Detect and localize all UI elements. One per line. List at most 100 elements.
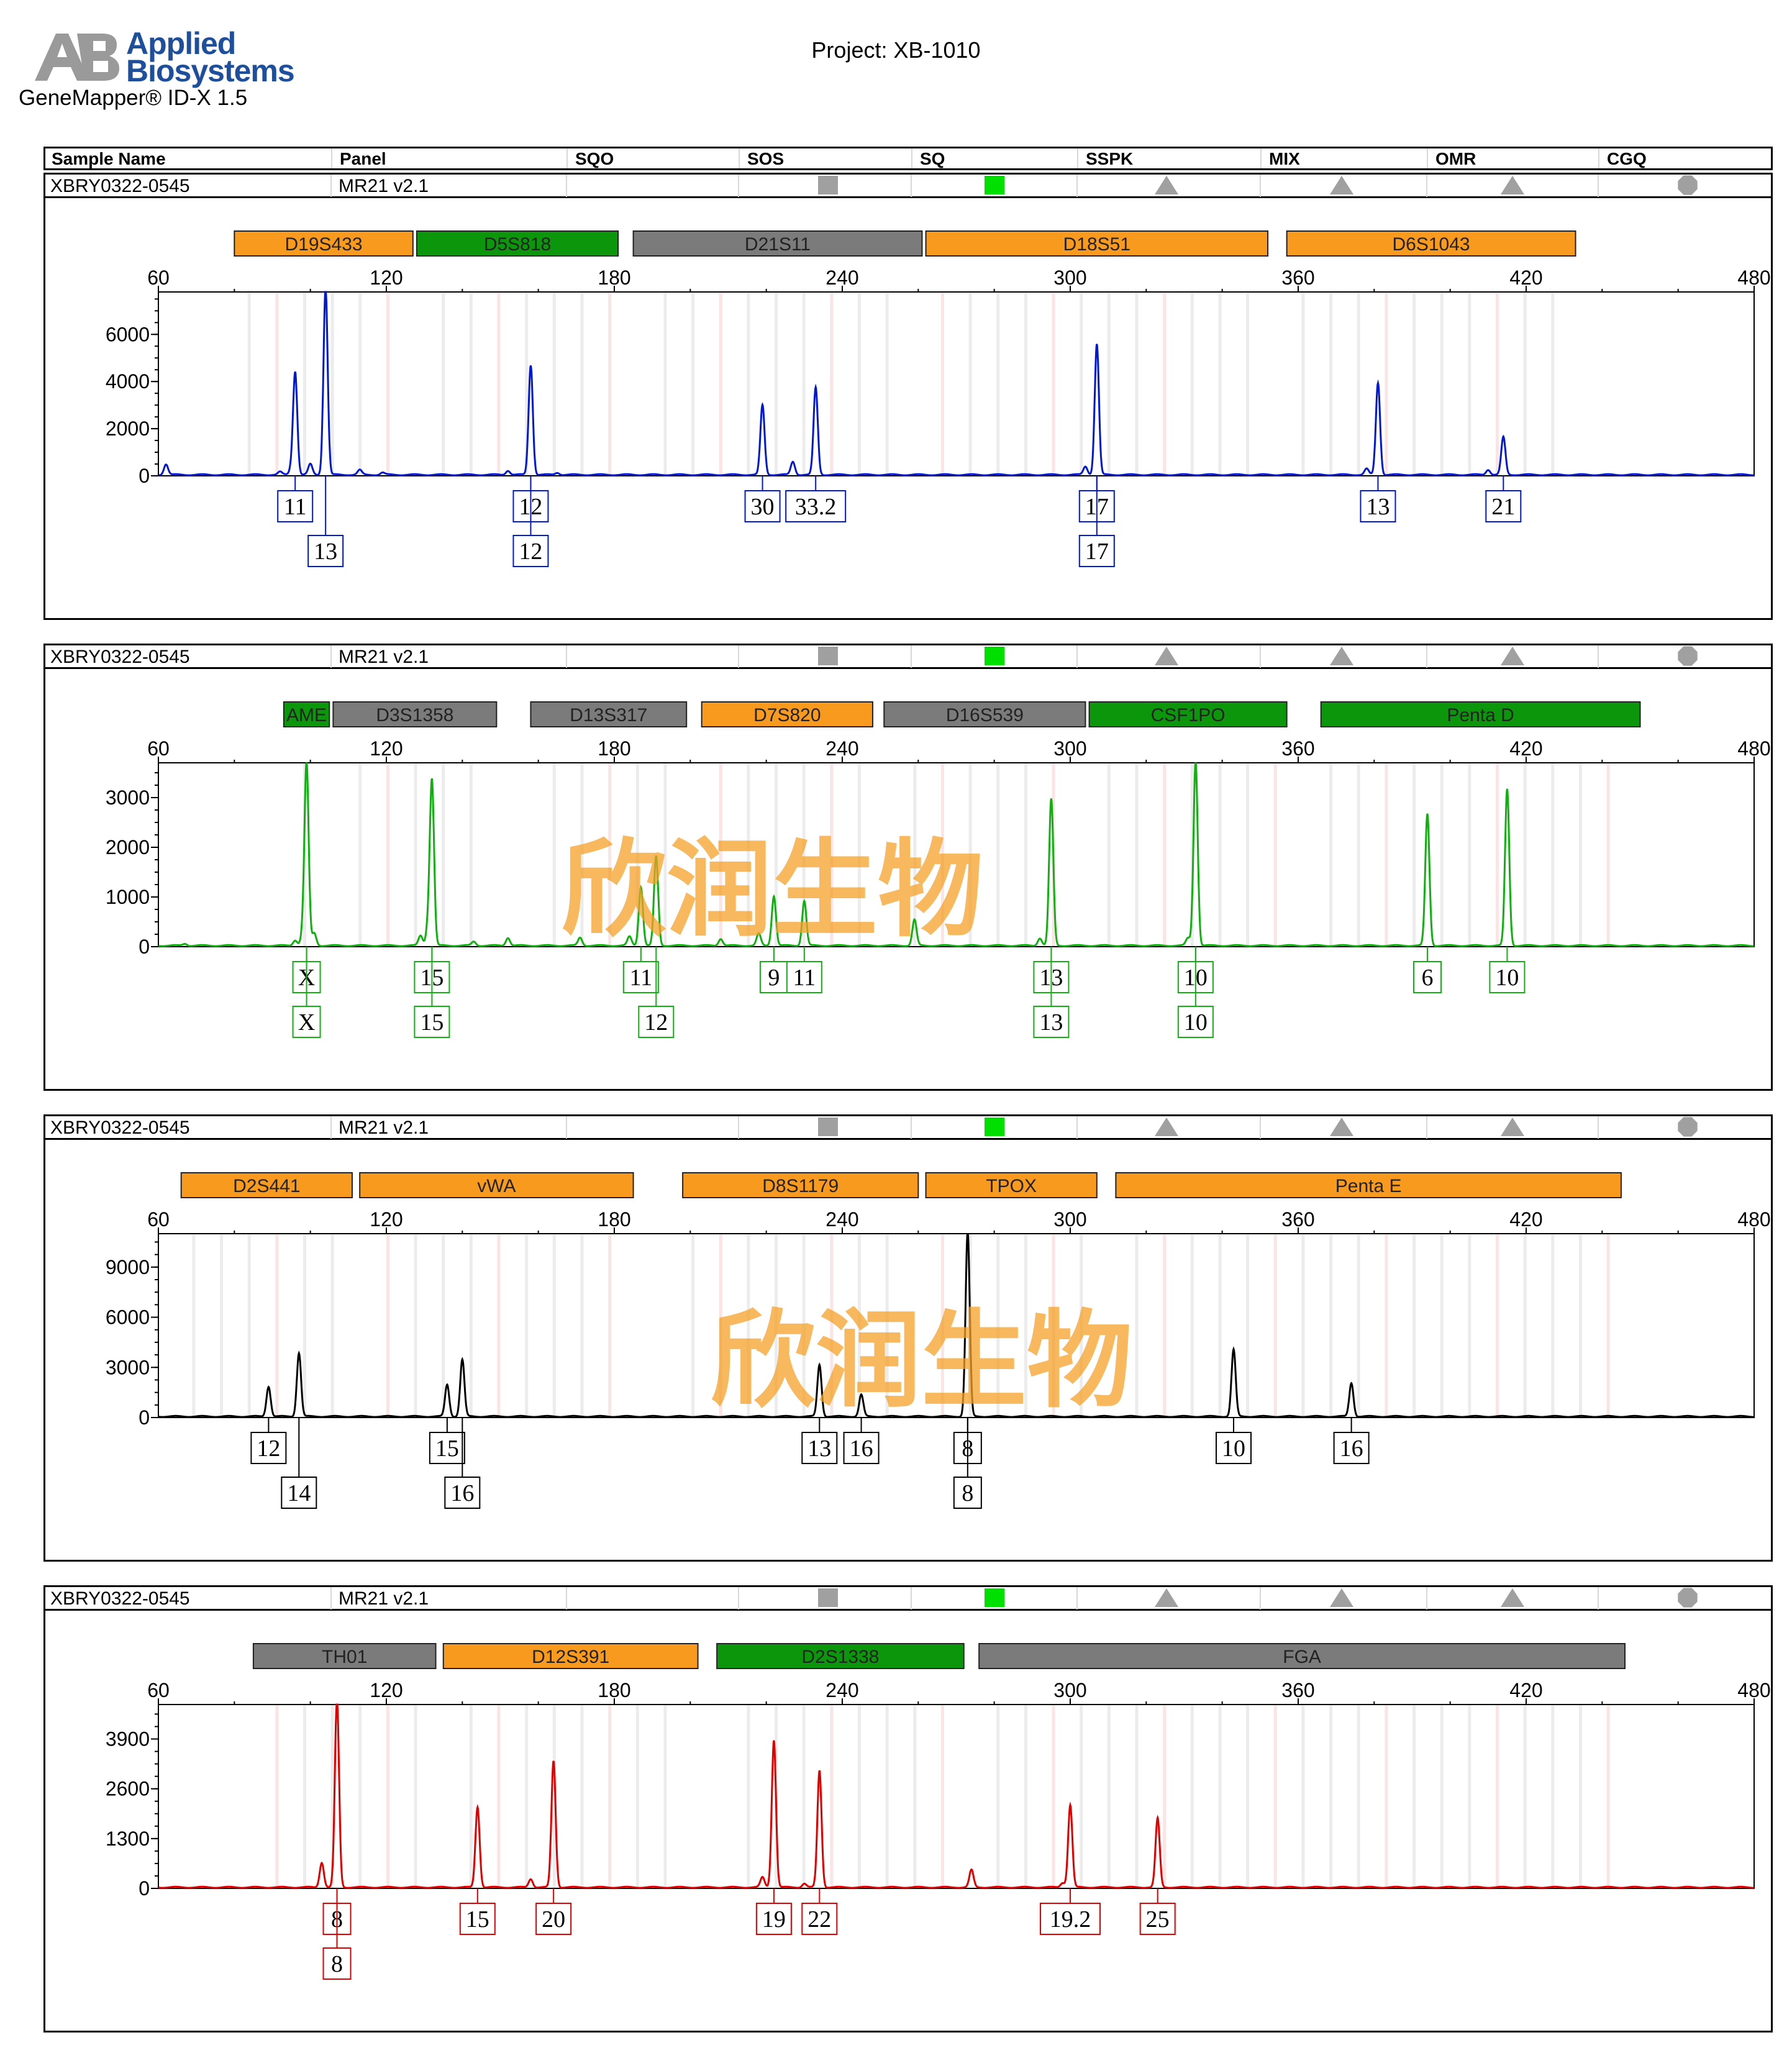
- octagon-icon: [1678, 175, 1698, 195]
- allele-box: [444, 1477, 481, 1509]
- triangle-icon: [1501, 176, 1524, 194]
- allele-label: 12: [644, 1009, 668, 1036]
- octagon-icon: [1678, 1588, 1698, 1608]
- dye-panel-blue: XBRY0322-0545 MR21 v2.1 D19S433 D5S818 D21…: [43, 173, 1773, 620]
- marker-bar: [1115, 1172, 1622, 1198]
- x-tick-label: 300: [1053, 737, 1086, 760]
- allele-label: 13: [1366, 494, 1389, 520]
- allele-box: [622, 961, 659, 993]
- column-divider: [331, 148, 332, 168]
- marker-bar: [234, 230, 414, 257]
- triangle-icon: [1330, 1588, 1353, 1607]
- marker-label: D18S51: [1063, 234, 1130, 255]
- trace-line: [158, 1703, 1754, 1889]
- y-tick-label: 9000: [106, 1256, 150, 1278]
- marker-bar: [978, 1643, 1626, 1669]
- x-tick-label: 360: [1281, 737, 1314, 760]
- x-tick-label: 240: [826, 1679, 858, 1701]
- allele-box: [1078, 535, 1115, 567]
- x-tick-label: 240: [826, 737, 858, 760]
- marker-label: D2S1338: [801, 1647, 879, 1667]
- x-tick-label: 120: [370, 1208, 403, 1231]
- green-square-icon: [985, 647, 1004, 665]
- x-tick-label: 480: [1737, 737, 1770, 760]
- trace-line: [158, 1233, 1754, 1418]
- allele-label: 9: [768, 965, 780, 991]
- allele-box: [459, 1903, 496, 1935]
- marker-label: D21S11: [745, 234, 811, 255]
- allele-label: 13: [807, 1436, 831, 1462]
- allele-label: 15: [435, 1436, 459, 1462]
- x-tick-label: 240: [826, 1208, 858, 1231]
- sample-name: XBRY0322-0545: [50, 647, 190, 667]
- marker-label: FGA: [1283, 1647, 1321, 1667]
- y-tick-label: 0: [139, 465, 150, 487]
- y-tick-label: 4000: [106, 370, 150, 393]
- allele-label: 16: [450, 1480, 474, 1506]
- y-tick-label: 3000: [106, 786, 150, 809]
- marker-bar: [701, 701, 873, 727]
- marker-label: D12S391: [532, 1647, 609, 1667]
- x-tick-label: 60: [147, 737, 170, 760]
- allele-box: [744, 490, 781, 522]
- marker-label: D3S1358: [376, 705, 453, 726]
- sample-name: XBRY0322-0545: [50, 1588, 190, 1609]
- triangle-icon: [1501, 1118, 1524, 1136]
- marker-label: D19S433: [285, 234, 363, 255]
- allele-box: [1033, 1006, 1070, 1038]
- dye-panel-red: XBRY0322-0545 MR21 v2.1 TH01 D12S391 D2S13…: [43, 1585, 1773, 2033]
- x-tick-label: 120: [370, 1679, 403, 1701]
- allele-label: 19: [762, 1906, 786, 1932]
- y-tick-label: 0: [139, 1406, 150, 1429]
- marker-bar: [883, 701, 1086, 727]
- panel-name: MR21 v2.1: [339, 1588, 429, 1609]
- column-omr: OMR: [1435, 149, 1476, 168]
- marker-bar: [1286, 230, 1576, 257]
- column-sos: SOS: [747, 149, 785, 168]
- allele-box: [1485, 490, 1522, 522]
- allele-box: [292, 1006, 321, 1038]
- allele-box: [414, 1006, 450, 1038]
- allele-label: 19.2: [1050, 1906, 1091, 1932]
- triangle-icon: [1155, 1118, 1178, 1136]
- red-dye-plot: TH01 D12S391 D2S1338 FGA 60 120 180 240 300 360 42…: [106, 1643, 1771, 1980]
- trace-line: [158, 291, 1754, 476]
- results-sheet: Sample Name Panel SQO SOS SQ SSPK MIX OM…: [43, 147, 1773, 2035]
- allele-label: 12: [257, 1436, 280, 1462]
- allele-label: 11: [630, 965, 653, 991]
- allele-label: 8: [331, 1951, 343, 1977]
- marker-label: D5S818: [484, 234, 551, 255]
- y-tick-label: 3000: [106, 1356, 150, 1378]
- allele-label: 30: [751, 494, 775, 520]
- column-sq: SQ: [920, 149, 945, 168]
- allele-label: 13: [1039, 1009, 1063, 1036]
- x-tick-label: 300: [1053, 1208, 1086, 1231]
- allele-label: 20: [542, 1906, 565, 1932]
- dye-panel-green: XBRY0322-0545 MR21 v2.1 AME D3S1358 D13S31…: [43, 644, 1773, 1091]
- black-dye-plot: D2S441 vWA D8S1179 TPOX Penta E60 120 180 240 30…: [106, 1172, 1771, 1509]
- column-header-row: Sample Name Panel SQO SOS SQ SSPK MIX OM…: [43, 147, 1773, 170]
- x-tick-label: 300: [1053, 266, 1086, 289]
- triangle-icon: [1330, 647, 1353, 665]
- software-version: GeneMapper® ID-X 1.5: [19, 86, 248, 110]
- triangle-icon: [1501, 647, 1524, 665]
- marker-bar: [283, 701, 330, 727]
- triangle-icon: [1155, 1588, 1178, 1607]
- allele-box: [250, 1432, 287, 1464]
- gray-square-icon: [818, 1118, 838, 1136]
- sample-info-row: XBRY0322-0545 MR21 v2.1: [45, 645, 1771, 669]
- y-tick-label: 3900: [106, 1728, 150, 1750]
- x-tick-label: 180: [598, 1679, 630, 1701]
- y-tick-label: 0: [139, 935, 150, 958]
- marker-bar: [530, 701, 688, 727]
- allele-box: [281, 1477, 317, 1509]
- column-divider: [739, 148, 740, 168]
- allele-label: 21: [1491, 494, 1515, 520]
- octagon-icon: [1678, 646, 1698, 666]
- marker-bar: [180, 1172, 353, 1198]
- allele-label: 10: [1495, 965, 1519, 991]
- triangle-icon: [1155, 176, 1178, 194]
- allele-label: 6: [1421, 965, 1433, 991]
- marker-bar: [442, 1643, 699, 1669]
